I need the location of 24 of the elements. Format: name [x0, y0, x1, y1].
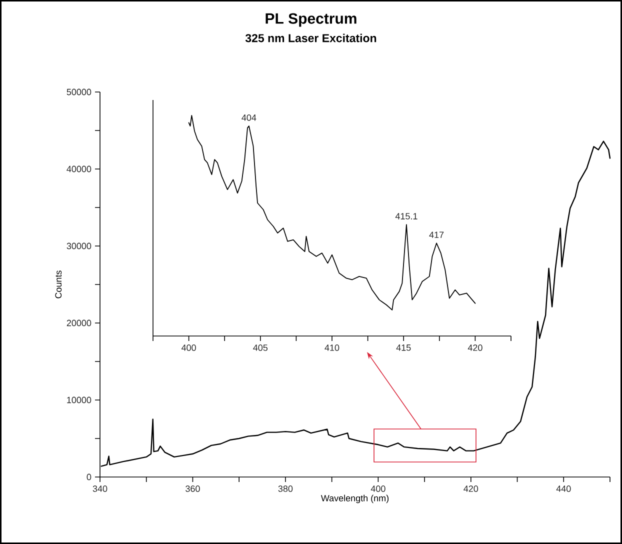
- y-tick-label: 20000: [66, 320, 92, 326]
- x-tick-label: 400: [182, 344, 196, 351]
- x-tick-label: 380: [278, 486, 293, 492]
- y-tick-label: 10000: [67, 396, 92, 404]
- x-tick-label: 360: [186, 486, 200, 492]
- y-tick-label: 40000: [66, 166, 92, 172]
- y-axis-title: Counts: [55, 270, 62, 298]
- y-tick-label: 50000: [66, 88, 92, 96]
- annotation: 415.1: [395, 213, 418, 220]
- y-tick-label: 30000: [66, 242, 92, 250]
- annotation: 417: [429, 232, 444, 238]
- y-tick-label: 0: [86, 474, 92, 480]
- chart-subtitle: 325 nm Laser Excitation: [245, 34, 376, 42]
- chart-title: PL Spectrum: [266, 13, 356, 27]
- x-tick-label: 420: [464, 486, 478, 492]
- x-tick-label: 410: [324, 344, 340, 351]
- x-tick-label: 400: [370, 486, 386, 492]
- x-tick-label: 440: [556, 486, 571, 492]
- x-axis-title: Wavelength (nm): [320, 494, 389, 504]
- x-tick-label: 340: [92, 486, 108, 492]
- x-tick-label: 415: [396, 344, 411, 351]
- x-tick-label: 420: [468, 344, 482, 351]
- annotation: 404: [242, 114, 256, 121]
- x-tick-label: 405: [253, 344, 268, 351]
